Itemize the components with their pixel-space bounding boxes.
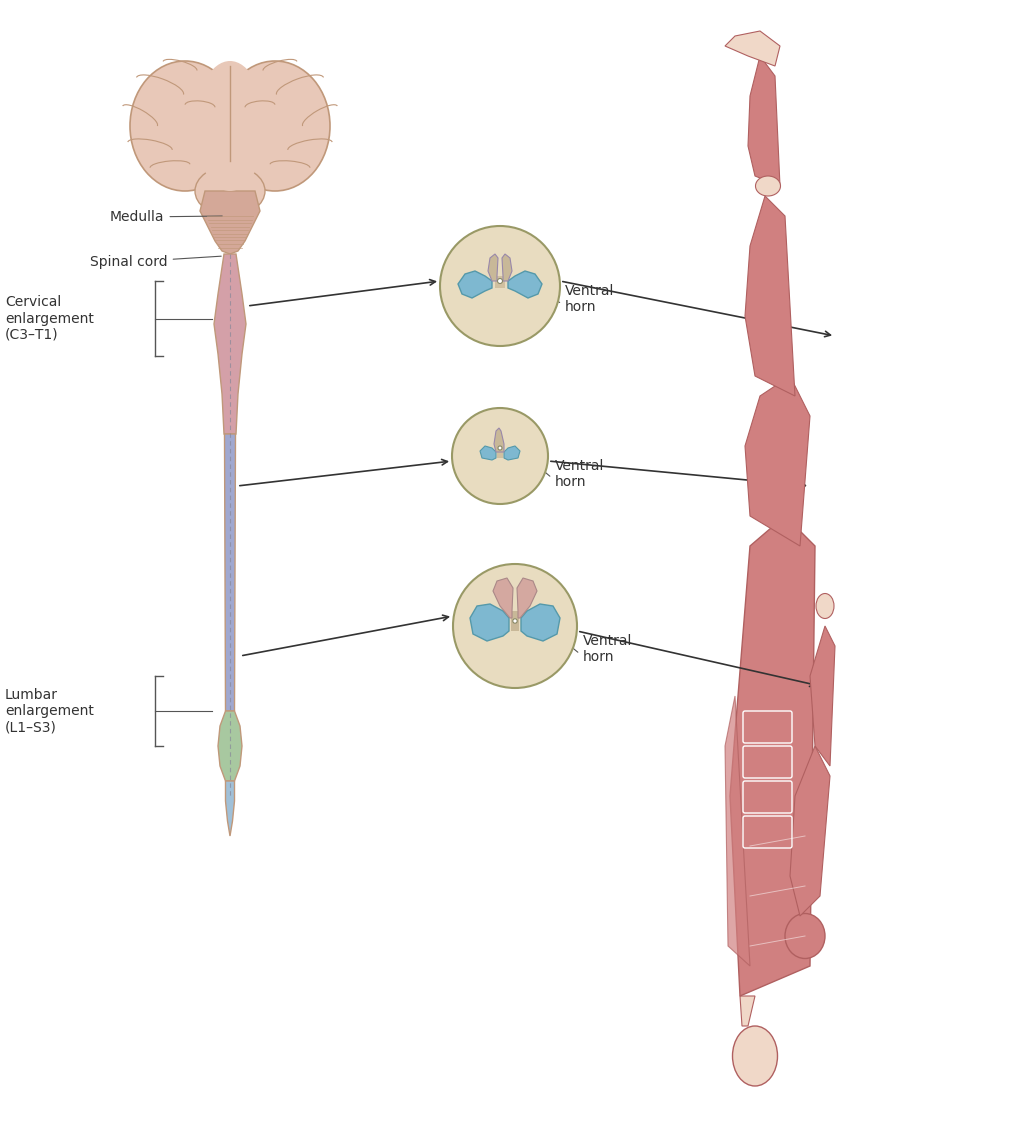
Text: Spinal cord: Spinal cord (90, 254, 221, 269)
Polygon shape (504, 446, 520, 460)
Polygon shape (480, 446, 496, 460)
Polygon shape (214, 254, 246, 434)
Polygon shape (225, 782, 234, 836)
FancyBboxPatch shape (743, 711, 792, 743)
Polygon shape (810, 626, 835, 766)
Polygon shape (790, 746, 830, 916)
Ellipse shape (220, 61, 330, 191)
Circle shape (513, 619, 517, 624)
Circle shape (498, 278, 503, 284)
Polygon shape (218, 711, 242, 782)
Polygon shape (495, 276, 505, 289)
Polygon shape (517, 578, 537, 618)
Ellipse shape (732, 1026, 777, 1086)
Polygon shape (745, 376, 810, 546)
FancyBboxPatch shape (743, 782, 792, 813)
Ellipse shape (130, 61, 240, 191)
Polygon shape (521, 604, 560, 641)
Polygon shape (497, 446, 503, 458)
Polygon shape (200, 191, 260, 254)
Polygon shape (224, 434, 236, 711)
Polygon shape (488, 254, 498, 281)
Polygon shape (508, 272, 542, 298)
Circle shape (498, 446, 502, 450)
Circle shape (440, 226, 560, 346)
Text: Lumbar
enlargement
(L1–S3): Lumbar enlargement (L1–S3) (5, 687, 94, 734)
Polygon shape (725, 31, 780, 66)
Polygon shape (458, 272, 492, 298)
Ellipse shape (756, 176, 780, 197)
Polygon shape (745, 197, 795, 396)
FancyBboxPatch shape (743, 816, 792, 847)
Text: Cervical
enlargement
(C3–T1): Cervical enlargement (C3–T1) (5, 295, 94, 342)
Polygon shape (470, 604, 509, 641)
Polygon shape (502, 254, 512, 281)
Polygon shape (740, 996, 755, 1026)
Text: Ventral
horn: Ventral horn (583, 634, 633, 665)
Polygon shape (494, 428, 504, 452)
Polygon shape (511, 611, 519, 630)
Text: Medulla: Medulla (110, 210, 222, 224)
Polygon shape (493, 578, 513, 618)
Ellipse shape (785, 913, 825, 959)
Polygon shape (725, 696, 750, 966)
Ellipse shape (195, 61, 265, 191)
Ellipse shape (195, 166, 265, 216)
Circle shape (453, 563, 577, 688)
Ellipse shape (816, 593, 834, 618)
Circle shape (452, 408, 548, 504)
Polygon shape (730, 516, 815, 996)
Polygon shape (748, 56, 780, 186)
FancyBboxPatch shape (743, 746, 792, 778)
Text: Ventral
horn: Ventral horn (565, 284, 614, 314)
Text: Ventral
horn: Ventral horn (555, 459, 604, 488)
